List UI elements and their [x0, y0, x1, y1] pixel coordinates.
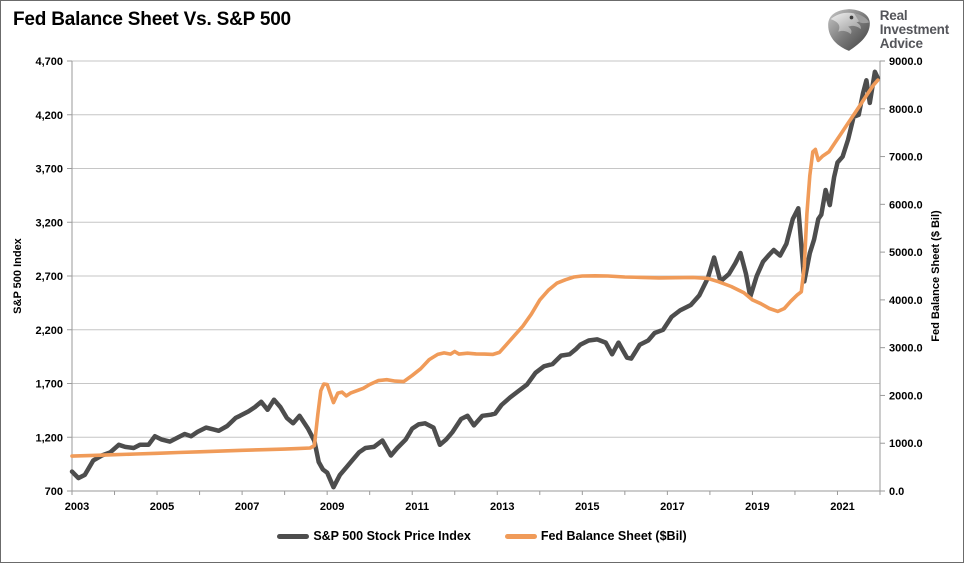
brand-word-1: Real	[879, 8, 908, 23]
svg-text:7000.0: 7000.0	[889, 152, 923, 164]
svg-text:2015: 2015	[575, 501, 599, 513]
svg-text:2009: 2009	[320, 501, 344, 513]
svg-text:4,200: 4,200	[35, 110, 63, 122]
svg-text:2003: 2003	[65, 501, 89, 513]
brand-logo-text: Real Investment Advice	[880, 9, 949, 51]
svg-text:0.0: 0.0	[889, 486, 904, 498]
left-axis-title: S&P 500 Index	[12, 237, 24, 313]
svg-text:3000.0: 3000.0	[889, 343, 923, 355]
svg-text:2019: 2019	[745, 501, 769, 513]
left-axis-tick-labels: 700 1,200 1,700 2,200 2,700 3,200 3,700 4,200 4,…	[35, 56, 63, 498]
fed-balance-sheet-line-series	[70, 78, 880, 458]
legend-label: Fed Balance Sheet ($Bil)	[540, 529, 687, 543]
brand-logo: Real Investment Advice	[824, 7, 949, 53]
svg-text:1,200: 1,200	[35, 432, 63, 444]
svg-text:1000.0: 1000.0	[889, 438, 923, 450]
chart-title: Fed Balance Sheet Vs. S&P 500	[13, 9, 291, 30]
legend-label: S&P 500 Stock Price Index	[313, 529, 471, 543]
legend-item: S&P 500 Stock Price Index	[277, 529, 471, 543]
svg-text:2,700: 2,700	[35, 271, 63, 283]
sp500-line-series	[69, 69, 881, 490]
brand-word-3: Advice	[879, 36, 923, 51]
svg-text:2013: 2013	[490, 501, 514, 513]
right-axis-title: Fed Balance Sheet ($ Bil)	[930, 210, 942, 342]
brand-word-2: Investment	[879, 22, 949, 37]
svg-text:1,700: 1,700	[35, 379, 63, 391]
svg-text:2,200: 2,200	[35, 325, 63, 337]
svg-text:2005: 2005	[150, 501, 174, 513]
svg-text:2011: 2011	[405, 501, 429, 513]
svg-text:3,700: 3,700	[35, 164, 63, 176]
legend-line-swatch	[277, 533, 310, 539]
svg-text:3,200: 3,200	[35, 217, 63, 229]
legend-line-swatch	[504, 533, 537, 539]
right-axis-tick-labels: 0.0 1000.0 2000.0 3000.0 4000.0 5000.0 6000.0 7…	[889, 56, 923, 498]
svg-text:8000.0: 8000.0	[889, 104, 923, 116]
svg-text:6000.0: 6000.0	[889, 199, 923, 211]
svg-text:2007: 2007	[235, 501, 259, 513]
axes	[67, 60, 885, 495]
x-axis-tick-labels: 2003 2005 2007 2009 2011 2013 2015 2017 2019 2021	[65, 501, 855, 513]
svg-text:2021: 2021	[830, 501, 854, 513]
svg-text:2017: 2017	[660, 501, 684, 513]
svg-text:4,700: 4,700	[35, 56, 63, 68]
svg-text:700: 700	[45, 486, 63, 498]
svg-text:2000.0: 2000.0	[889, 390, 923, 402]
legend-item: Fed Balance Sheet ($Bil)	[504, 529, 687, 543]
svg-text:5000.0: 5000.0	[889, 247, 923, 259]
chart-legend: S&P 500 Stock Price Index Fed Balance She…	[1, 529, 963, 543]
eagle-logo-icon	[827, 9, 870, 51]
svg-text:4000.0: 4000.0	[889, 295, 923, 307]
svg-text:9000.0: 9000.0	[889, 56, 923, 68]
